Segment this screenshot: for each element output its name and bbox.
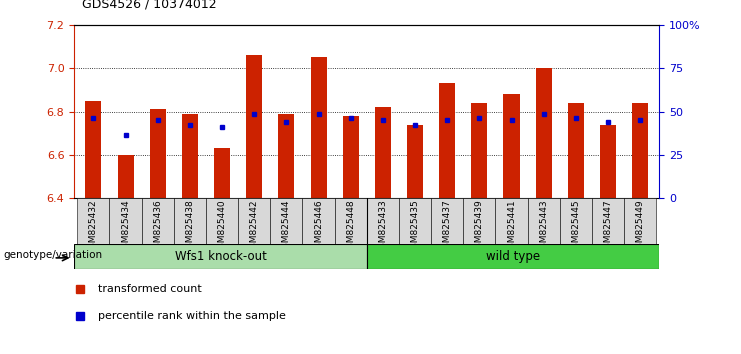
Text: GSM825449: GSM825449: [636, 199, 645, 254]
Text: GSM825443: GSM825443: [539, 199, 548, 254]
Text: GSM825436: GSM825436: [153, 199, 162, 254]
Bar: [335, 198, 367, 244]
Text: GSM825433: GSM825433: [379, 199, 388, 254]
Bar: [568, 103, 584, 198]
Bar: [559, 198, 592, 244]
Text: GSM825444: GSM825444: [282, 199, 291, 254]
Text: GSM825447: GSM825447: [603, 199, 613, 254]
Bar: [182, 114, 198, 198]
Bar: [624, 198, 657, 244]
Bar: [270, 198, 302, 244]
Bar: [367, 198, 399, 244]
Text: GSM825448: GSM825448: [346, 199, 355, 254]
Bar: [407, 125, 423, 198]
Bar: [279, 114, 294, 198]
Bar: [463, 198, 496, 244]
Bar: [118, 155, 133, 198]
Bar: [77, 198, 110, 244]
Bar: [214, 148, 230, 198]
Text: GSM825438: GSM825438: [185, 199, 194, 254]
Bar: [74, 244, 367, 269]
Bar: [310, 57, 327, 198]
Bar: [342, 116, 359, 198]
Bar: [142, 198, 174, 244]
Bar: [375, 107, 391, 198]
Text: transformed count: transformed count: [98, 284, 202, 295]
Text: GSM825434: GSM825434: [121, 199, 130, 254]
Bar: [85, 101, 102, 198]
Bar: [302, 198, 335, 244]
Bar: [110, 198, 142, 244]
Bar: [471, 103, 488, 198]
Bar: [592, 198, 624, 244]
Bar: [536, 68, 552, 198]
Text: GSM825432: GSM825432: [89, 199, 98, 254]
Bar: [174, 198, 206, 244]
Text: GSM825445: GSM825445: [571, 199, 580, 254]
Text: GSM825439: GSM825439: [475, 199, 484, 254]
Bar: [150, 109, 166, 198]
Bar: [503, 94, 519, 198]
Text: percentile rank within the sample: percentile rank within the sample: [98, 311, 285, 321]
Bar: [367, 244, 659, 269]
Bar: [439, 83, 455, 198]
Bar: [238, 198, 270, 244]
Text: GSM825437: GSM825437: [442, 199, 452, 254]
Text: GSM825446: GSM825446: [314, 199, 323, 254]
Bar: [600, 125, 616, 198]
Bar: [528, 198, 559, 244]
Bar: [431, 198, 463, 244]
Text: Wfs1 knock-out: Wfs1 knock-out: [175, 250, 266, 263]
Bar: [399, 198, 431, 244]
Bar: [632, 103, 648, 198]
Text: GDS4526 / 10374012: GDS4526 / 10374012: [82, 0, 216, 11]
Text: GSM825440: GSM825440: [218, 199, 227, 254]
Bar: [246, 55, 262, 198]
Text: wild type: wild type: [486, 250, 540, 263]
Text: GSM825441: GSM825441: [507, 199, 516, 254]
Bar: [496, 198, 528, 244]
Text: GSM825435: GSM825435: [411, 199, 419, 254]
Bar: [206, 198, 238, 244]
Text: genotype/variation: genotype/variation: [4, 250, 103, 261]
Text: GSM825442: GSM825442: [250, 199, 259, 254]
